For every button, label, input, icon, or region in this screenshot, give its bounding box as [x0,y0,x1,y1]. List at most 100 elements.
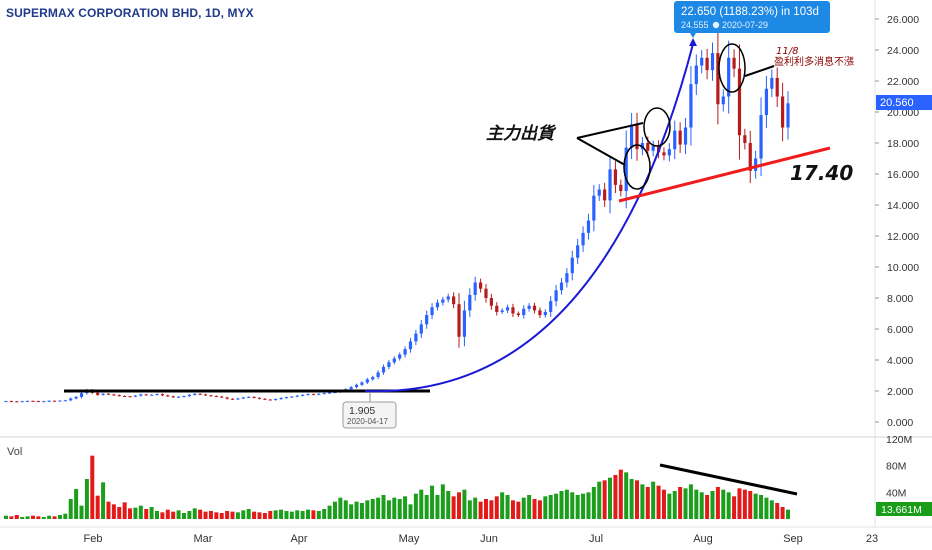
volume-bar [160,512,165,519]
candle-body [613,169,618,185]
volume-bar [273,510,278,519]
candle-body [694,65,698,85]
volume-bar [500,492,505,519]
candle-body [452,296,456,305]
candle-body [446,296,450,300]
distribution-circle-lower [623,144,651,190]
time-tick-label: May [399,533,420,545]
candle-body [414,333,418,342]
measure-line-1: 22.650 (1188.23%) in 103d [681,6,819,18]
candle-body [549,301,553,312]
candle-body [700,57,704,66]
low-point-date: 2020-04-17 [347,417,388,426]
volume-tick-label: 120M [886,434,912,446]
candle-body [36,401,40,403]
candle-body [441,299,445,303]
candle-body [333,392,337,394]
volume-bar [187,511,192,519]
volume-bar [613,475,618,519]
candle-body [349,387,353,390]
candle-body [123,395,127,397]
time-tick-label: Aug [693,533,713,545]
volume-bar [764,497,769,519]
candle-body [101,393,105,395]
volume-bar [651,481,656,519]
time-axis[interactable]: Feb Mar Apr May Jun Jul Aug Sep 23 [84,533,879,545]
current-volume-tag [876,502,932,516]
volume-bar [473,497,478,519]
volume-bar [41,517,46,519]
candle-body [112,394,116,396]
measure-tooltip[interactable]: 22.650 (1188.23%) in 103d 24.555 2020-07… [674,1,830,38]
volume-bar [30,515,35,519]
candle-body [392,358,396,363]
volume-bar [527,495,532,519]
candle-body [586,220,591,233]
time-tick-label: Apr [290,533,307,545]
candle-body [398,354,402,359]
volume-bar [144,509,149,519]
volume-bar [624,472,629,519]
volume-bar [214,512,219,519]
volume-bar [608,477,613,519]
candle-body [592,195,596,221]
pointer-line-upper [576,122,644,139]
volume-bar [381,495,386,519]
candle-body [52,400,57,402]
volume-bar [645,487,650,519]
candle-body [63,400,67,402]
candle-body [117,395,121,397]
distribution-circle-upper [643,107,671,147]
volume-bar [262,513,267,519]
clock-icon [712,21,720,29]
candle-body [737,68,742,136]
candle-body [754,158,758,171]
parabolic-curve[interactable] [364,43,694,393]
candle-body [133,395,138,397]
price-axis[interactable]: 26.00024.00022.00020.00018.00016.00014.0… [875,14,919,429]
candle-body [748,143,752,171]
candle-body [214,395,218,397]
volume-bar [786,509,790,519]
volume-bar [257,512,262,519]
candle-body [236,398,240,400]
candle-body [327,392,332,394]
news-circle [718,43,746,93]
candle-body [522,308,526,316]
candle-body [371,377,375,380]
candle-body [683,127,688,145]
candle-body [106,393,111,395]
time-tick-label: Jun [480,533,498,545]
volume-bar [710,491,715,519]
candle-body [295,395,299,397]
candle-body [128,396,132,398]
candle-body [489,298,493,306]
candle-body [47,400,51,402]
volume-bar [101,482,106,519]
candle-body [419,324,423,334]
price-tick-label: 2.000 [887,386,913,398]
volume-bar [775,503,780,519]
low-point-tooltip[interactable]: 1.905 2020-04-17 [342,392,397,429]
candle-body [403,349,407,355]
candle-body [543,311,547,316]
volume-pane-label: Vol [7,446,22,458]
time-tick-label: Feb [84,533,103,545]
candle-body [673,130,677,150]
price-tick-label: 10.000 [887,262,919,274]
volume-trendline[interactable] [659,463,798,496]
volume-bar [230,511,235,519]
volume-bar [591,487,596,519]
support-trendline[interactable] [618,146,831,203]
volume-bar [629,479,634,519]
candle-body [252,396,256,398]
low-point-price: 1.905 [349,405,375,417]
volume-bar [483,499,488,519]
candle-body [597,189,601,196]
candle-body [646,143,650,151]
distribution-label: 主力出貨 [486,124,557,144]
volume-bar [343,500,348,519]
volume-bar [462,489,467,519]
volume-bar [246,509,251,519]
candle-body [274,399,278,401]
